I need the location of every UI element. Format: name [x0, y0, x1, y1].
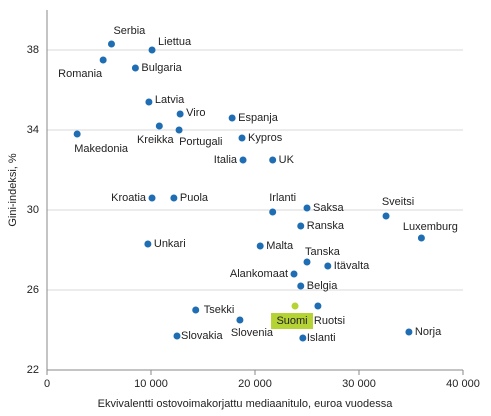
x-axis-label: Ekvivalentti ostovoimakorjattu mediaanit… — [98, 398, 394, 410]
point — [176, 110, 184, 118]
point-label: Luxemburg — [403, 221, 458, 233]
point-label: Ranska — [307, 220, 345, 232]
point-label: Malta — [266, 240, 294, 252]
x-tick-label: 0 — [44, 378, 50, 390]
point — [131, 64, 139, 72]
x-tick-label: 20 000 — [238, 378, 272, 390]
point — [107, 40, 115, 48]
point — [382, 212, 390, 220]
point-label: Irlanti — [269, 192, 296, 204]
point-label: Italia — [214, 154, 238, 166]
point-label: Kypros — [248, 132, 283, 144]
point-label: Portugali — [179, 136, 222, 148]
y-axis-label: Gini-indeksi, % — [7, 153, 19, 227]
point-label: UK — [279, 154, 295, 166]
point-label: Romania — [58, 68, 103, 80]
point — [314, 302, 322, 310]
point — [173, 332, 181, 340]
point-label: Sveitsi — [382, 196, 414, 208]
point — [175, 126, 183, 134]
point — [256, 242, 264, 250]
point-label: Belgia — [307, 280, 338, 292]
point-label: Serbia — [113, 25, 146, 37]
point — [155, 122, 163, 130]
point — [170, 194, 178, 202]
point — [269, 156, 277, 164]
point — [417, 234, 425, 242]
point-label: Unkari — [154, 238, 186, 250]
point — [99, 56, 107, 64]
point-label: Saksa — [313, 202, 344, 214]
point — [238, 134, 246, 142]
point — [290, 270, 298, 278]
point-label: Makedonia — [74, 143, 129, 155]
point-label: Puola — [180, 192, 209, 204]
point — [145, 98, 153, 106]
y-tick-label: 38 — [27, 44, 39, 56]
point-label: Kroatia — [111, 192, 147, 204]
x-tick-label: 10 000 — [134, 378, 168, 390]
x-tick-label: 40 000 — [446, 378, 480, 390]
point-label: Viro — [186, 107, 205, 119]
point-label: Slovakia — [181, 330, 223, 342]
point — [297, 282, 305, 290]
point — [144, 240, 152, 248]
point — [148, 46, 156, 54]
point — [269, 208, 277, 216]
y-tick-label: 26 — [27, 284, 39, 296]
point — [303, 258, 311, 266]
y-tick-label: 30 — [27, 204, 39, 216]
point-label: Slovenia — [231, 327, 274, 339]
point-label: Tanska — [305, 246, 341, 258]
point-label: Bulgaria — [141, 62, 182, 74]
point-label: Ruotsi — [314, 315, 345, 327]
point-label: Kreikka — [137, 134, 175, 146]
y-tick-label: 22 — [27, 364, 39, 376]
point — [239, 156, 247, 164]
point — [303, 204, 311, 212]
point — [228, 114, 236, 122]
y-tick-label: 34 — [27, 124, 39, 136]
label-highlight — [271, 313, 314, 329]
point — [324, 262, 332, 270]
point — [73, 130, 81, 138]
point — [192, 306, 200, 314]
point — [236, 316, 244, 324]
point-label: Itävalta — [334, 260, 370, 272]
point-label: Norja — [415, 326, 442, 338]
point — [291, 302, 299, 310]
point-label: Espanja — [238, 112, 279, 124]
point — [297, 222, 305, 230]
x-tick-label: 30 000 — [342, 378, 376, 390]
point-label: Islanti — [307, 332, 336, 344]
point — [299, 334, 307, 342]
point-label: Latvia — [155, 94, 185, 106]
point — [148, 194, 156, 202]
point-label: Alankomaat — [230, 268, 288, 280]
point — [405, 328, 413, 336]
point-label: Tsekki — [204, 304, 235, 316]
point-label: Liettua — [158, 36, 192, 48]
point-label: Suomi — [276, 315, 307, 327]
